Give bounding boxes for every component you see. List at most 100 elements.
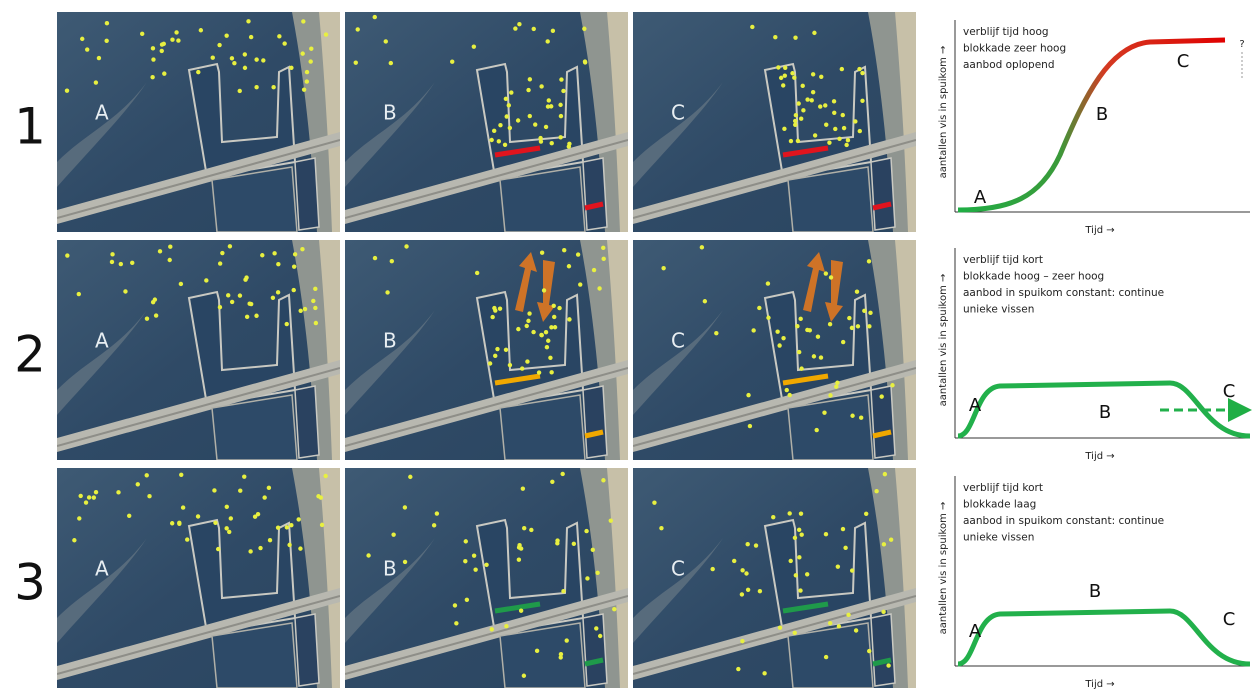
fish-dot [882,542,886,546]
curve-letter: A [974,187,987,208]
fish-dot [789,139,793,143]
aerial-panel: B [345,240,628,460]
fish-dot [781,336,785,340]
note-line: unieke vissen [963,304,1034,316]
curve-letter: B [1099,402,1111,423]
fish-dot [748,424,752,428]
fish-dot [796,101,800,105]
fish-dot [432,523,436,527]
fish-dot [811,72,815,76]
fish-dot [835,381,839,385]
fish-dot [127,514,131,518]
fish-dot [776,65,780,69]
fish-dot [794,113,798,117]
fish-dot [404,244,408,248]
fish-dot [179,282,183,286]
fish-dot [801,108,805,112]
fish-dot [592,268,596,272]
fish-dot [828,621,832,625]
fish-dot [498,123,502,127]
curve-letter: C [1177,51,1190,72]
fish-dot [389,61,393,65]
fish-dot [532,27,536,31]
fish-dot [545,39,549,43]
fish-dot [243,66,247,70]
fish-dot [867,324,871,328]
fish-dot [740,568,744,572]
fish-dot [771,515,775,519]
curve-letter: B [1089,581,1101,602]
fish-dot [356,27,360,31]
fish-dot [859,416,863,420]
fish-dot [881,610,885,614]
fish-dot [841,113,845,117]
fish-dot [538,136,542,140]
fish-dot [537,370,541,374]
aerial-panel: B [345,12,628,232]
fish-dot [212,488,216,492]
fish-dot [158,249,162,253]
fish-dot [598,634,602,638]
panel-letter: A [95,329,109,353]
fish-dot [308,59,312,63]
fish-dot [522,674,526,678]
fish-dot [531,330,535,334]
fish-dot [162,71,166,75]
fish-dot [551,29,555,33]
fish-dot [837,624,841,628]
fish-dot [828,393,832,397]
fish-dot [744,571,748,575]
note-line: blokkade hoog – zeer hoog [963,271,1104,283]
fish-dot [864,512,868,516]
fish-dot [700,245,704,249]
fish-dot [796,139,800,143]
fish-dot [242,474,246,478]
fish-dot [746,393,750,397]
fish-dot [799,117,803,121]
fish-dot [583,60,587,64]
fish-dot [773,35,777,39]
fish-dot [762,671,766,675]
fish-dot [292,288,296,292]
fish-dot [841,527,845,531]
fish-dot [366,553,370,557]
curve-letter: C [1223,381,1236,402]
fish-dot [792,75,796,79]
fish-dot [300,51,304,55]
fish-dot [271,85,275,89]
fish-dot [550,141,554,145]
fish-dot [812,31,816,35]
fish-dot [842,126,846,130]
fish-dot [224,33,228,37]
fish-dot [561,589,565,593]
fish-dot [177,521,181,525]
fish-dot [703,299,707,303]
fish-dot [354,60,358,64]
fish-dot [116,490,120,494]
fish-dot [546,104,550,108]
fish-dot [145,316,149,320]
fish-dot [80,37,84,41]
side-channel [295,614,319,686]
fish-dot [557,306,561,310]
fish-dot [309,47,313,51]
side-channel [583,614,607,686]
fish-dot [151,57,155,61]
fish-dot [475,271,479,275]
fish-dot [602,257,606,261]
fish-dot [492,129,496,133]
fish-dot [373,256,377,260]
fish-dot [528,114,532,118]
fish-dot [493,308,497,312]
fish-dot [778,625,782,629]
fish-dot [559,114,563,118]
fish-dot [384,39,388,43]
fish-dot [305,79,309,83]
fish-dot [591,548,595,552]
fish-dot [777,343,781,347]
fish-dot [119,262,123,266]
fish-dot [77,292,81,296]
aerial-panel: A [57,12,340,232]
curve [958,611,1250,664]
fish-dot [408,475,412,479]
